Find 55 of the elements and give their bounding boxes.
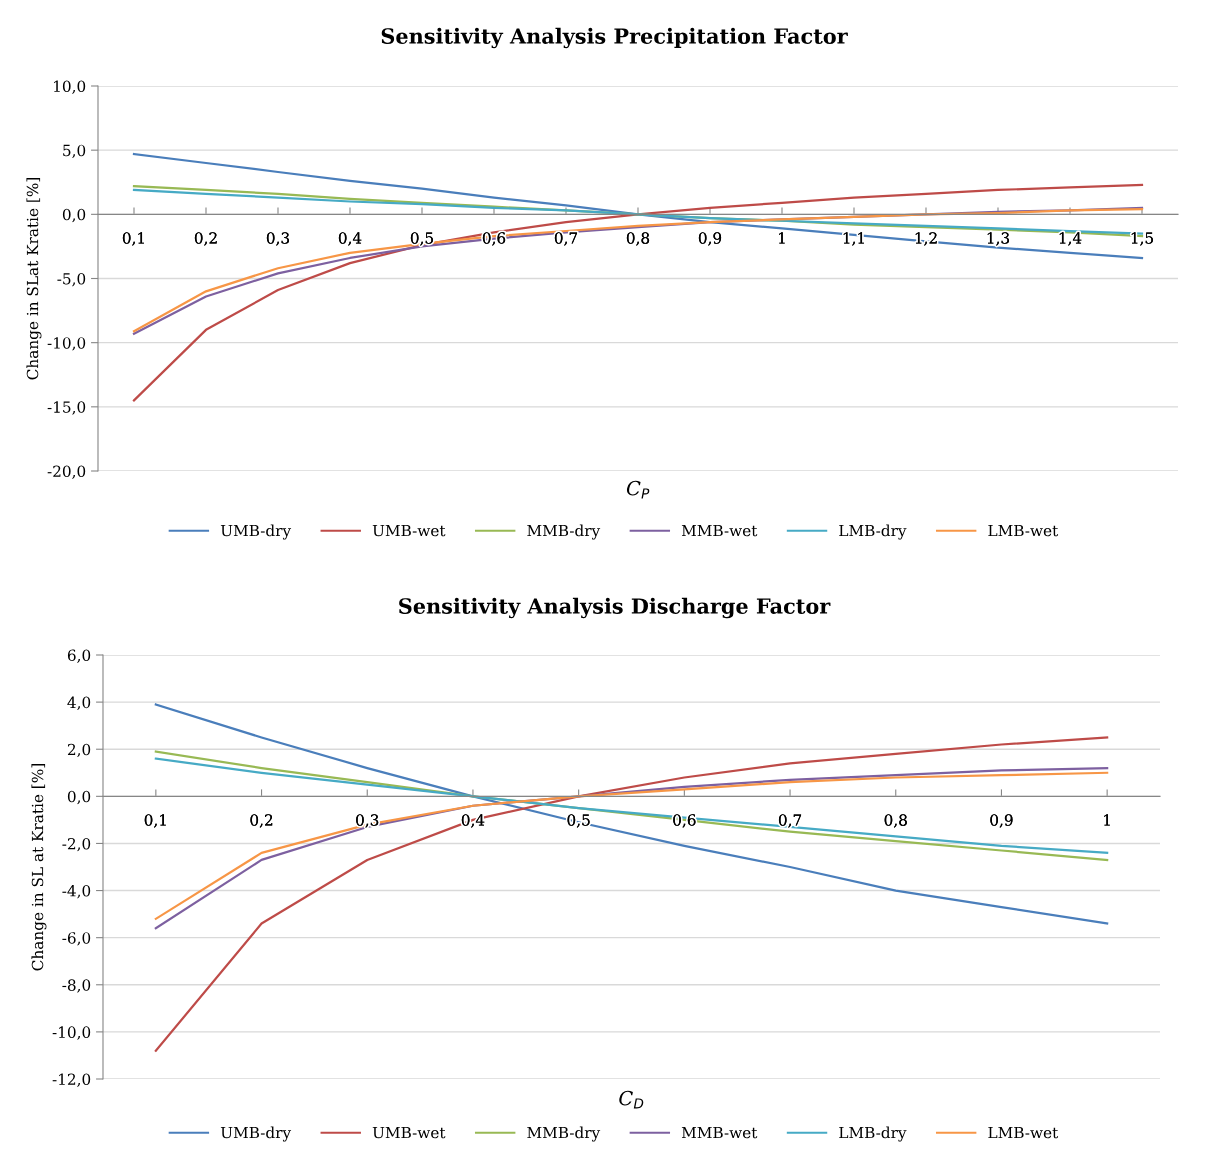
x-tick-label: 0,9 (990, 814, 1013, 828)
y-tick-label: -6,0 (62, 932, 91, 946)
chart-title: Sensitivity Analysis Precipitation Factor (381, 27, 848, 49)
y-tick-label: -5,0 (57, 272, 86, 287)
x-tick-label: 1,3 (987, 232, 1010, 246)
x-tick-label: 1,4 (1059, 232, 1082, 246)
x-tick-label: 0,8 (626, 232, 650, 246)
y-tick-label: -4,0 (62, 885, 91, 899)
y-tick-label: -8,0 (62, 979, 91, 993)
y-tick-label: 4,0 (67, 696, 91, 710)
y-tick-label: -10,0 (47, 337, 86, 351)
y-axis-title: Change in SLat Kratie [%] (26, 177, 42, 380)
x-tick-label: 0,2 (194, 232, 217, 246)
legend-label: LMB-wet (988, 524, 1059, 537)
y-tick-label: 5,0 (63, 144, 86, 159)
legend-label: MMB-wet (681, 1126, 758, 1139)
y-tick-label: 6,0 (67, 649, 91, 663)
x-tick-label: 0,2 (250, 814, 273, 828)
y-axis-title: Change in SL at Kratie [%] (31, 764, 47, 971)
x-tick-label: 1,5 (1131, 232, 1153, 246)
legend-label: UMB-wet (372, 524, 446, 537)
y-tick-label: 2,0 (67, 743, 91, 758)
x-tick-label: 0,7 (554, 232, 578, 246)
legend-label: MMB-dry (527, 524, 601, 540)
y-tick-label: -15,0 (47, 401, 86, 415)
y-tick-label: -2,0 (62, 837, 91, 852)
x-tick-label: 1 (1104, 814, 1110, 826)
legend-label: MMB-wet (681, 524, 758, 537)
x-tick-label: 0,1 (122, 232, 144, 246)
legend-label: UMB-wet (372, 1126, 446, 1139)
y-tick-label: -20,0 (47, 465, 86, 479)
x-tick-label: 0,1 (144, 814, 166, 828)
x-tick-label: 0,7 (778, 814, 802, 828)
legend-label: LMB-dry (839, 524, 907, 540)
x-axis-title: C$_{D}$ (619, 1090, 644, 1109)
y-tick-label: 0,0 (67, 790, 91, 805)
x-tick-label: 0,3 (266, 232, 290, 246)
x-axis-title: C$_{P}$ (626, 480, 650, 499)
legend-label: MMB-dry (527, 1126, 601, 1142)
x-tick-label: 0,5 (410, 232, 433, 246)
legend-label: UMB-dry (220, 1126, 292, 1142)
x-tick-label: 0,8 (884, 814, 907, 828)
y-tick-label: 10,0 (54, 80, 86, 94)
legend-label: LMB-dry (839, 1126, 907, 1142)
chart-title: Sensitivity Analysis Discharge Factor (399, 597, 831, 619)
x-tick-label: 1,1 (843, 232, 864, 246)
y-tick-label: -10,0 (52, 1026, 91, 1040)
legend-label: LMB-wet (988, 1126, 1059, 1139)
x-tick-label: 0,9 (698, 232, 722, 246)
y-tick-label: 0,0 (62, 208, 86, 223)
legend-label: UMB-dry (220, 524, 292, 540)
x-tick-label: 1 (779, 232, 785, 244)
y-tick-label: -12,0 (52, 1073, 91, 1087)
x-tick-label: 0,4 (338, 232, 362, 246)
x-tick-label: 0,6 (482, 232, 506, 246)
